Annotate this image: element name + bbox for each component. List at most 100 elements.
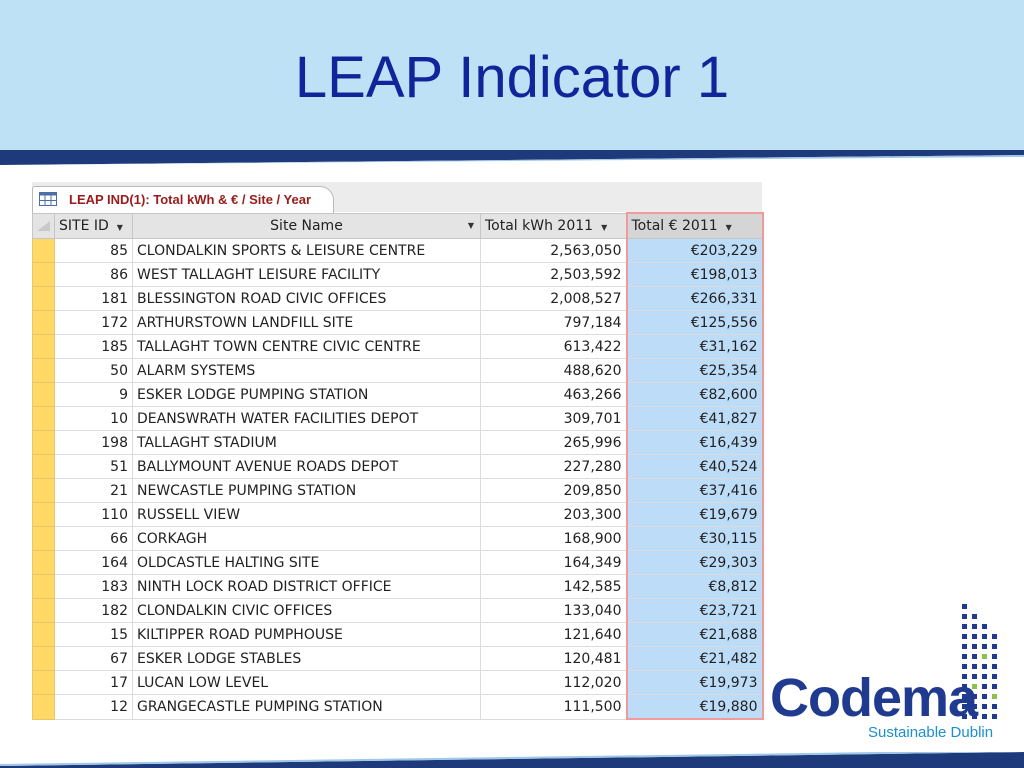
table-row[interactable]: 17 LUCAN LOW LEVEL 112,020 €19,973	[32, 670, 764, 695]
row-selector[interactable]	[32, 286, 55, 311]
cell-total-eur[interactable]: €30,115	[625, 526, 764, 551]
cell-total-kwh[interactable]: 168,900	[480, 526, 627, 551]
cell-site-id[interactable]: 21	[54, 478, 133, 503]
cell-site-name[interactable]: NEWCASTLE PUMPING STATION	[132, 478, 481, 503]
row-selector[interactable]	[32, 646, 55, 671]
row-selector[interactable]	[32, 454, 55, 479]
row-selector[interactable]	[32, 310, 55, 335]
row-selector[interactable]	[32, 502, 55, 527]
cell-total-eur[interactable]: €41,827	[625, 406, 764, 431]
table-row[interactable]: 181 BLESSINGTON ROAD CIVIC OFFICES 2,008,5…	[32, 286, 764, 311]
row-selector[interactable]	[32, 550, 55, 575]
row-selector[interactable]	[32, 670, 55, 695]
table-row[interactable]: 9 ESKER LODGE PUMPING STATION 463,266 €82,6…	[32, 382, 764, 407]
cell-total-kwh[interactable]: 2,563,050	[480, 238, 627, 263]
cell-site-name[interactable]: WEST TALLAGHT LEISURE FACILITY	[132, 262, 481, 287]
cell-site-name[interactable]: BLESSINGTON ROAD CIVIC OFFICES	[132, 286, 481, 311]
cell-total-kwh[interactable]: 309,701	[480, 406, 627, 431]
cell-total-eur[interactable]: €198,013	[625, 262, 764, 287]
cell-total-eur[interactable]: €8,812	[625, 574, 764, 599]
cell-site-id[interactable]: 172	[54, 310, 133, 335]
cell-site-id[interactable]: 66	[54, 526, 133, 551]
sort-dropdown-icon[interactable]: ▼	[116, 222, 123, 232]
cell-total-eur[interactable]: €203,229	[625, 238, 764, 263]
cell-total-kwh[interactable]: 203,300	[480, 502, 627, 527]
row-selector[interactable]	[32, 694, 55, 720]
cell-total-kwh[interactable]: 142,585	[480, 574, 627, 599]
sort-dropdown-icon[interactable]: ▼	[467, 220, 474, 230]
cell-site-name[interactable]: CORKAGH	[132, 526, 481, 551]
cell-site-name[interactable]: RUSSELL VIEW	[132, 502, 481, 527]
cell-site-id[interactable]: 10	[54, 406, 133, 431]
cell-site-id[interactable]: 15	[54, 622, 133, 647]
cell-site-id[interactable]: 183	[54, 574, 133, 599]
select-all-corner[interactable]	[32, 212, 55, 239]
table-row[interactable]: 183 NINTH LOCK ROAD DISTRICT OFFICE 142,58…	[32, 574, 764, 599]
row-selector[interactable]	[32, 622, 55, 647]
cell-site-name[interactable]: TALLAGHT TOWN CENTRE CIVIC CENTRE	[132, 334, 481, 359]
table-row[interactable]: 50 ALARM SYSTEMS 488,620 €25,354	[32, 358, 764, 383]
cell-site-id[interactable]: 86	[54, 262, 133, 287]
column-header-site-name[interactable]: Site Name ▼	[132, 212, 481, 239]
cell-site-name[interactable]: ESKER LODGE STABLES	[132, 646, 481, 671]
cell-site-name[interactable]: GRANGECASTLE PUMPING STATION	[132, 694, 481, 720]
cell-site-name[interactable]: DEANSWRATH WATER FACILITIES DEPOT	[132, 406, 481, 431]
cell-site-name[interactable]: ALARM SYSTEMS	[132, 358, 481, 383]
cell-site-id[interactable]: 182	[54, 598, 133, 623]
table-row[interactable]: 185 TALLAGHT TOWN CENTRE CIVIC CENTRE 613,…	[32, 334, 764, 359]
table-row[interactable]: 15 KILTIPPER ROAD PUMPHOUSE 121,640 €21,688	[32, 622, 764, 647]
cell-total-eur[interactable]: €125,556	[625, 310, 764, 335]
table-row[interactable]: 12 GRANGECASTLE PUMPING STATION 111,500 €19…	[32, 694, 764, 720]
cell-site-id[interactable]: 9	[54, 382, 133, 407]
cell-total-kwh[interactable]: 133,040	[480, 598, 627, 623]
row-selector[interactable]	[32, 406, 55, 431]
column-header-total-kwh[interactable]: Total kWh 2011 ▼	[480, 212, 627, 239]
row-selector[interactable]	[32, 574, 55, 599]
row-selector[interactable]	[32, 334, 55, 359]
table-row[interactable]: 51 BALLYMOUNT AVENUE ROADS DEPOT 227,280 €4…	[32, 454, 764, 479]
cell-total-kwh[interactable]: 2,008,527	[480, 286, 627, 311]
table-row[interactable]: 164 OLDCASTLE HALTING SITE 164,349 €29,303	[32, 550, 764, 575]
table-row[interactable]: 110 RUSSELL VIEW 203,300 €19,679	[32, 502, 764, 527]
cell-total-kwh[interactable]: 112,020	[480, 670, 627, 695]
cell-total-eur[interactable]: €25,354	[625, 358, 764, 383]
cell-site-name[interactable]: ESKER LODGE PUMPING STATION	[132, 382, 481, 407]
cell-site-id[interactable]: 185	[54, 334, 133, 359]
cell-site-id[interactable]: 12	[54, 694, 133, 720]
row-selector[interactable]	[32, 382, 55, 407]
cell-site-name[interactable]: OLDCASTLE HALTING SITE	[132, 550, 481, 575]
cell-total-eur[interactable]: €16,439	[625, 430, 764, 455]
cell-total-kwh[interactable]: 111,500	[480, 694, 627, 720]
query-tab[interactable]: LEAP IND(1): Total kWh & € / Site / Year	[32, 186, 334, 215]
row-selector[interactable]	[32, 478, 55, 503]
column-header-total-eur[interactable]: Total € 2011 ▼	[625, 212, 764, 239]
table-row[interactable]: 85 CLONDALKIN SPORTS & LEISURE CENTRE 2,56…	[32, 238, 764, 263]
column-header-site-id[interactable]: SITE ID ▼	[54, 212, 133, 239]
cell-total-eur[interactable]: €23,721	[625, 598, 764, 623]
cell-site-name[interactable]: CLONDALKIN CIVIC OFFICES	[132, 598, 481, 623]
cell-total-kwh[interactable]: 265,996	[480, 430, 627, 455]
sort-dropdown-icon[interactable]: ▼	[601, 222, 608, 232]
cell-site-name[interactable]: ARTHURSTOWN LANDFILL SITE	[132, 310, 481, 335]
row-selector[interactable]	[32, 238, 55, 263]
cell-site-name[interactable]: BALLYMOUNT AVENUE ROADS DEPOT	[132, 454, 481, 479]
cell-site-name[interactable]: TALLAGHT STADIUM	[132, 430, 481, 455]
cell-total-kwh[interactable]: 227,280	[480, 454, 627, 479]
cell-site-id[interactable]: 67	[54, 646, 133, 671]
row-selector[interactable]	[32, 358, 55, 383]
cell-site-id[interactable]: 198	[54, 430, 133, 455]
cell-total-eur[interactable]: €21,482	[625, 646, 764, 671]
cell-total-eur[interactable]: €31,162	[625, 334, 764, 359]
cell-total-kwh[interactable]: 2,503,592	[480, 262, 627, 287]
cell-site-name[interactable]: NINTH LOCK ROAD DISTRICT OFFICE	[132, 574, 481, 599]
row-selector[interactable]	[32, 262, 55, 287]
cell-site-id[interactable]: 110	[54, 502, 133, 527]
cell-total-kwh[interactable]: 463,266	[480, 382, 627, 407]
table-row[interactable]: 86 WEST TALLAGHT LEISURE FACILITY 2,503,59…	[32, 262, 764, 287]
cell-site-id[interactable]: 50	[54, 358, 133, 383]
cell-site-id[interactable]: 51	[54, 454, 133, 479]
cell-total-eur[interactable]: €19,880	[625, 694, 764, 720]
table-row[interactable]: 66 CORKAGH 168,900 €30,115	[32, 526, 764, 551]
table-row[interactable]: 10 DEANSWRATH WATER FACILITIES DEPOT 309,7…	[32, 406, 764, 431]
cell-site-id[interactable]: 164	[54, 550, 133, 575]
